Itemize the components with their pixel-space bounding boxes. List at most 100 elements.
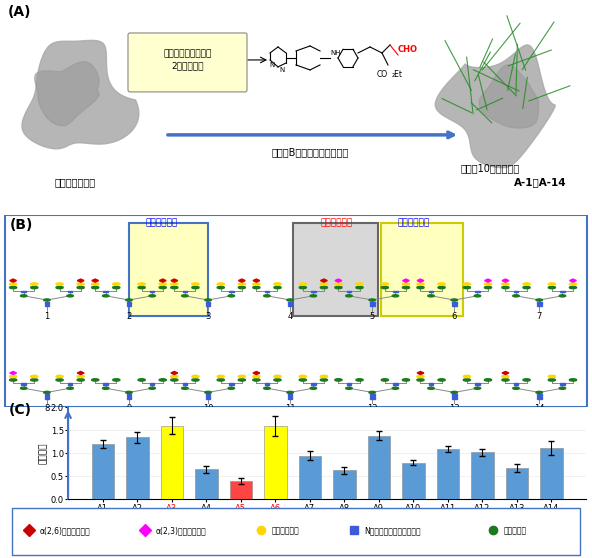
Circle shape <box>138 286 145 288</box>
Bar <box>288 395 292 396</box>
Text: (B): (B) <box>10 218 33 232</box>
Bar <box>429 383 433 385</box>
Bar <box>206 302 210 304</box>
Circle shape <box>356 379 363 381</box>
Circle shape <box>513 295 519 297</box>
Circle shape <box>21 295 27 297</box>
Circle shape <box>205 391 211 393</box>
Polygon shape <box>9 279 17 282</box>
Text: 9: 9 <box>126 405 131 413</box>
Bar <box>311 291 316 292</box>
Bar <box>347 291 351 292</box>
Bar <box>402 463 424 499</box>
Circle shape <box>570 286 577 288</box>
Polygon shape <box>171 279 178 282</box>
Circle shape <box>170 376 178 378</box>
Bar <box>560 291 565 292</box>
Circle shape <box>159 379 166 381</box>
Polygon shape <box>92 279 99 282</box>
Circle shape <box>536 299 542 301</box>
Text: 強い相互作用: 強い相互作用 <box>145 219 178 228</box>
Circle shape <box>9 376 17 378</box>
Polygon shape <box>417 372 424 374</box>
Circle shape <box>31 379 38 381</box>
Circle shape <box>464 283 471 285</box>
Bar <box>129 224 208 316</box>
Bar <box>264 426 287 499</box>
Bar <box>127 395 131 396</box>
Circle shape <box>126 299 132 301</box>
Polygon shape <box>171 372 178 374</box>
Circle shape <box>502 283 509 285</box>
Bar <box>44 302 49 304</box>
Circle shape <box>263 387 270 389</box>
Polygon shape <box>320 279 327 282</box>
Bar <box>127 302 131 304</box>
Text: 7: 7 <box>536 312 542 321</box>
Polygon shape <box>502 279 509 282</box>
Bar <box>368 436 390 499</box>
Polygon shape <box>9 372 17 374</box>
Circle shape <box>217 379 224 381</box>
Text: 12: 12 <box>367 405 378 413</box>
Circle shape <box>170 379 178 381</box>
Bar <box>370 302 375 304</box>
Polygon shape <box>239 279 245 282</box>
Bar <box>381 224 463 316</box>
Circle shape <box>238 376 246 378</box>
Circle shape <box>77 283 84 285</box>
Circle shape <box>44 299 50 301</box>
Circle shape <box>287 299 294 301</box>
Circle shape <box>438 283 445 285</box>
Circle shape <box>56 379 63 381</box>
Bar <box>44 395 49 396</box>
Text: 3: 3 <box>205 312 211 321</box>
Bar <box>540 448 562 499</box>
Polygon shape <box>253 372 260 374</box>
Circle shape <box>381 286 388 288</box>
Bar <box>514 383 519 385</box>
Circle shape <box>192 286 199 288</box>
Text: Nーアセチルグルコサミン: Nーアセチルグルコサミン <box>365 526 421 535</box>
Circle shape <box>217 286 224 288</box>
Circle shape <box>9 379 17 381</box>
Bar <box>206 397 210 399</box>
Circle shape <box>253 286 260 288</box>
Bar <box>160 426 183 499</box>
Polygon shape <box>35 62 99 126</box>
Circle shape <box>299 376 307 378</box>
Text: N: N <box>279 67 285 73</box>
Text: ガラクトース: ガラクトース <box>272 526 300 535</box>
Text: 6: 6 <box>452 312 457 321</box>
Bar <box>68 383 72 385</box>
Text: (C): (C) <box>9 403 32 417</box>
Circle shape <box>464 286 471 288</box>
Bar <box>537 305 542 306</box>
Text: タイプBの理研クリック反応: タイプBの理研クリック反応 <box>271 147 349 157</box>
Circle shape <box>484 286 491 288</box>
Bar <box>452 397 456 399</box>
Text: 血清アルブミン: 血清アルブミン <box>54 177 95 187</box>
Circle shape <box>570 379 577 381</box>
Bar <box>21 383 26 385</box>
Bar <box>452 302 456 304</box>
Circle shape <box>513 387 519 389</box>
Bar <box>182 383 187 385</box>
Bar <box>230 481 252 499</box>
Y-axis label: 蛍光強度: 蛍光強度 <box>39 442 48 464</box>
Polygon shape <box>78 372 84 374</box>
Circle shape <box>417 286 424 288</box>
Bar <box>229 291 234 292</box>
Circle shape <box>67 295 73 297</box>
Circle shape <box>192 379 199 381</box>
Circle shape <box>369 391 375 393</box>
Circle shape <box>484 283 491 285</box>
Circle shape <box>320 379 327 381</box>
Text: CO: CO <box>377 70 388 79</box>
Circle shape <box>102 387 109 389</box>
Circle shape <box>381 379 388 381</box>
Circle shape <box>205 299 211 301</box>
Circle shape <box>559 295 566 297</box>
Polygon shape <box>78 279 84 282</box>
Circle shape <box>428 387 435 389</box>
